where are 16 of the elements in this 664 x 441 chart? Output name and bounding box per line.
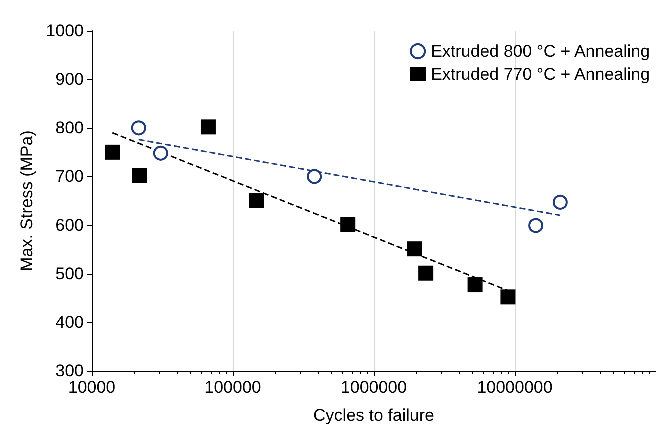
legend-label: Extruded 770 °C + Annealing	[431, 65, 650, 84]
y-tick-label: 400	[56, 312, 84, 332]
y-tick-label: 800	[56, 118, 84, 138]
y-tick-label: 500	[56, 264, 84, 284]
legend-label: Extruded 800 °C + Annealing	[431, 42, 650, 61]
x-tick-label: 100000	[204, 378, 262, 397]
x-axis-title: Cycles to failure	[314, 406, 434, 425]
x-tick-label: 10000000	[477, 378, 553, 397]
y-tick-label: 900	[56, 70, 84, 90]
y-tick-label: 700	[56, 167, 84, 186]
x-tick-label: 10000	[68, 378, 116, 397]
y-tick-label: 300	[56, 362, 84, 380]
y-tick-label: 1000	[46, 22, 84, 40]
x-tick-label: 1000000	[340, 378, 408, 397]
y-axis-title: Max. Stress (MPa)	[17, 130, 36, 272]
y-tick-label: 600	[56, 216, 84, 235]
